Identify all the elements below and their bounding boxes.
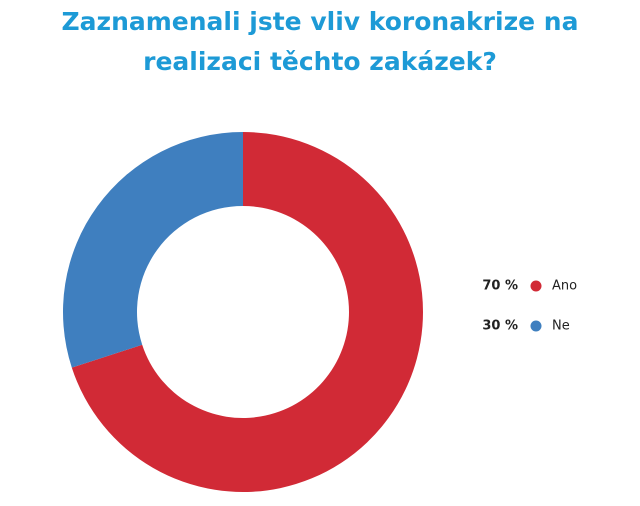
donut-segment bbox=[71, 132, 424, 492]
chart-title: Zaznamenali jste vliv koronakrize na rea… bbox=[61, 7, 579, 76]
legend-swatch bbox=[530, 280, 542, 292]
legend-label: Ne bbox=[552, 319, 570, 334]
legend-label: Ano bbox=[552, 279, 577, 294]
legend-value: 70 % bbox=[482, 279, 518, 294]
legend-swatch bbox=[530, 320, 542, 332]
donut-segment bbox=[62, 132, 244, 368]
legend-value: 30 % bbox=[482, 319, 518, 334]
